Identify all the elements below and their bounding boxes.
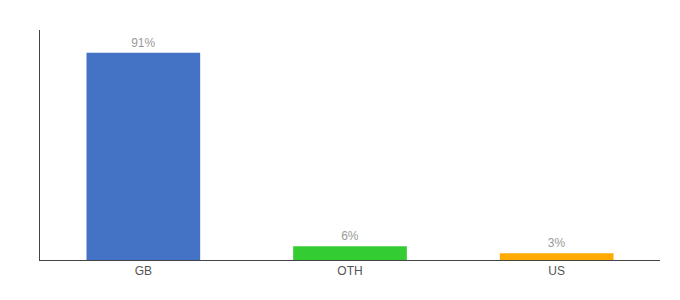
svg-text:91%: 91% xyxy=(131,36,155,50)
svg-text:OTH: OTH xyxy=(337,264,362,278)
svg-text:GB: GB xyxy=(135,264,152,278)
svg-text:US: US xyxy=(548,264,565,278)
svg-text:6%: 6% xyxy=(341,229,359,243)
svg-text:3%: 3% xyxy=(548,236,566,250)
